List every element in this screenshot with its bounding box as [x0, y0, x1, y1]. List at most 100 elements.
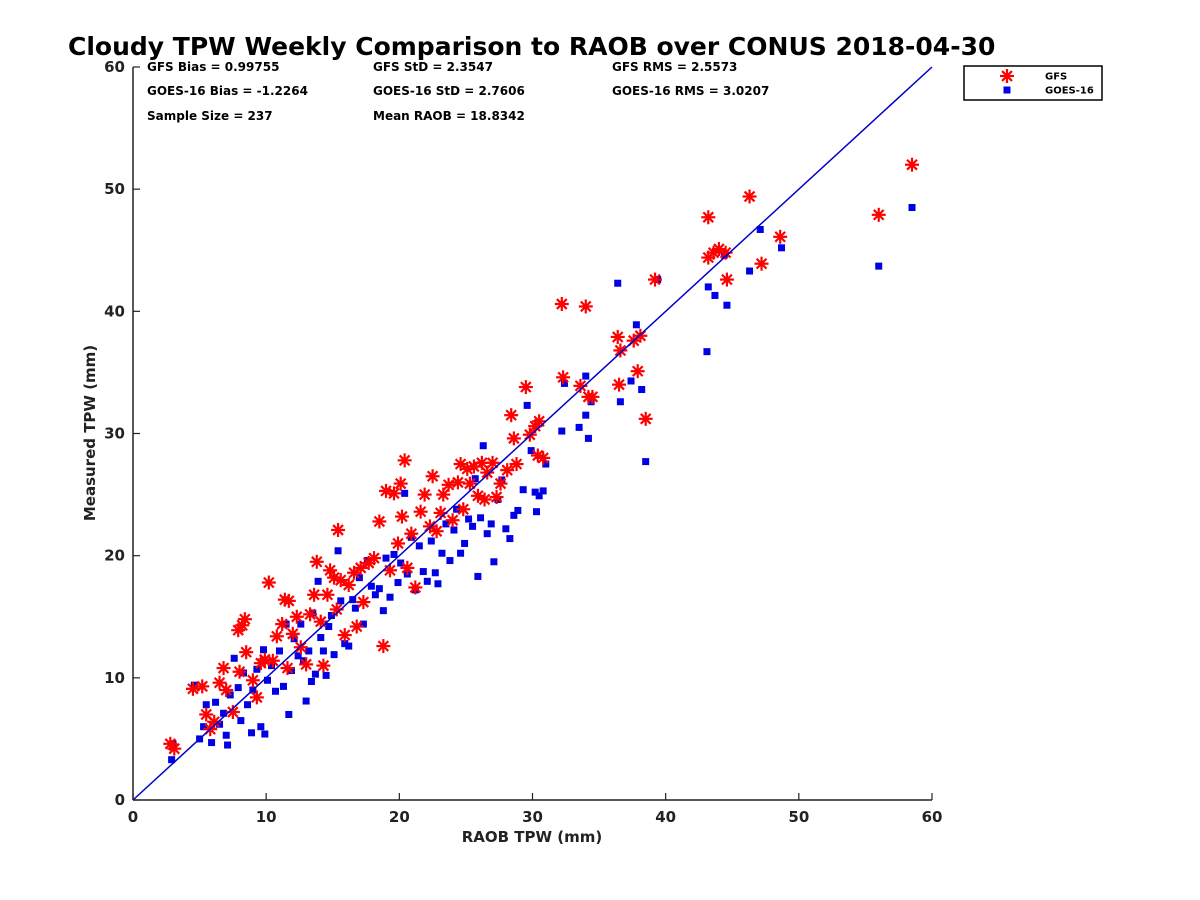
goes16-point [778, 244, 786, 252]
x-tick-label: 60 [922, 808, 943, 826]
gfs-point [504, 408, 519, 423]
legend-gfs-marker [1000, 69, 1014, 83]
gfs-point [719, 272, 734, 287]
goes16-point [502, 525, 510, 533]
goes16-point [216, 720, 224, 728]
gfs-point [356, 595, 371, 610]
goes16-point [208, 739, 216, 747]
gfs-point [219, 683, 234, 698]
legend-label: GOES-16 [1045, 86, 1094, 97]
gfs-point [167, 741, 182, 756]
goes16-point [704, 283, 712, 291]
y-axis-ticks: 0 10 20 30 40 50 60 [104, 58, 140, 809]
goes16-point [519, 486, 527, 494]
gfs-point [489, 490, 504, 505]
goes16-point [260, 646, 268, 654]
goes16-point [297, 620, 305, 628]
stats-block: GFS Bias = 0.99755 GFS StD = 2.3547 GFS RM… [147, 60, 769, 123]
goes16-point [290, 635, 298, 643]
gfs-point [285, 626, 300, 641]
goes16-point [341, 640, 349, 648]
legend-box [963, 65, 1103, 101]
gfs-point [320, 587, 335, 602]
legend-label: GFS [1045, 72, 1067, 83]
gfs-point [393, 476, 408, 491]
gfs-point [232, 664, 247, 679]
gfs-point [613, 343, 628, 358]
gfs-point [313, 614, 328, 629]
gfs-point [477, 492, 492, 507]
gfs-point [556, 370, 571, 385]
gfs-point [394, 509, 409, 524]
gfs-point [425, 469, 440, 484]
goes16-point [220, 709, 228, 717]
gfs-point [293, 640, 308, 655]
gfs-point [436, 487, 451, 502]
gfs-point [701, 210, 716, 225]
goes16-point [908, 203, 916, 211]
gfs-point [195, 679, 210, 694]
goes16-point [367, 582, 375, 590]
goes16-point [461, 539, 469, 547]
gfs-point [280, 661, 295, 676]
series-goes-16 [168, 203, 916, 764]
goes16-point [202, 701, 210, 709]
goes16-point [477, 514, 485, 522]
goes16-point [261, 730, 269, 738]
stat-text: GFS RMS = 2.5573 [612, 60, 737, 74]
goes16-point [386, 593, 394, 601]
goes16-point [510, 511, 518, 519]
goes16-point [401, 489, 409, 497]
gfs-point [341, 577, 356, 592]
goes16-point [471, 475, 479, 483]
y-tick-label: 10 [104, 669, 125, 687]
gfs-point [372, 514, 387, 529]
goes16-point [359, 620, 367, 628]
goes16-point [325, 623, 333, 631]
goes16-point [582, 372, 590, 380]
gfs-point [500, 463, 515, 478]
x-tick-label: 50 [788, 808, 809, 826]
goes16-point [527, 447, 535, 455]
goes16-point [614, 279, 622, 287]
goes16-point [506, 535, 514, 543]
x-tick-label: 30 [522, 808, 543, 826]
gfs-point [456, 502, 471, 517]
goes16-point [230, 654, 238, 662]
goes16-point [327, 612, 335, 620]
goes16-point [382, 554, 390, 562]
gfs-point [265, 653, 280, 668]
gfs-point [648, 272, 663, 287]
gfs-point [349, 619, 364, 634]
y-tick-label: 50 [104, 180, 125, 198]
series-gfs [163, 157, 920, 756]
gfs-point [245, 673, 260, 688]
gfs-point [383, 563, 398, 578]
goes16-point [535, 492, 543, 500]
goes16-point [419, 568, 427, 576]
gfs-point [509, 457, 524, 472]
y-tick-label: 60 [104, 58, 125, 76]
goes16-point [431, 569, 439, 577]
goes16-point [632, 321, 640, 329]
goes16-point [457, 549, 465, 557]
data-markers [163, 157, 920, 764]
goes16-point [371, 591, 379, 599]
gfs-point [331, 523, 346, 538]
gfs-point [536, 450, 551, 465]
stat-text: Mean RAOB = 18.8342 [373, 109, 525, 123]
gfs-point [610, 329, 625, 344]
gfs-point [261, 575, 276, 590]
gfs-point [506, 431, 521, 446]
gfs-point [413, 504, 428, 519]
goes16-point [498, 476, 506, 484]
goes16-point [483, 530, 491, 538]
goes16-point [723, 301, 731, 309]
goes16-point [560, 379, 568, 387]
gfs-point [480, 465, 495, 480]
goes16-point [257, 723, 265, 731]
gfs-point [337, 628, 352, 643]
goes16-point [394, 579, 402, 587]
goes16-point [523, 401, 531, 409]
goes16-point [642, 458, 650, 466]
